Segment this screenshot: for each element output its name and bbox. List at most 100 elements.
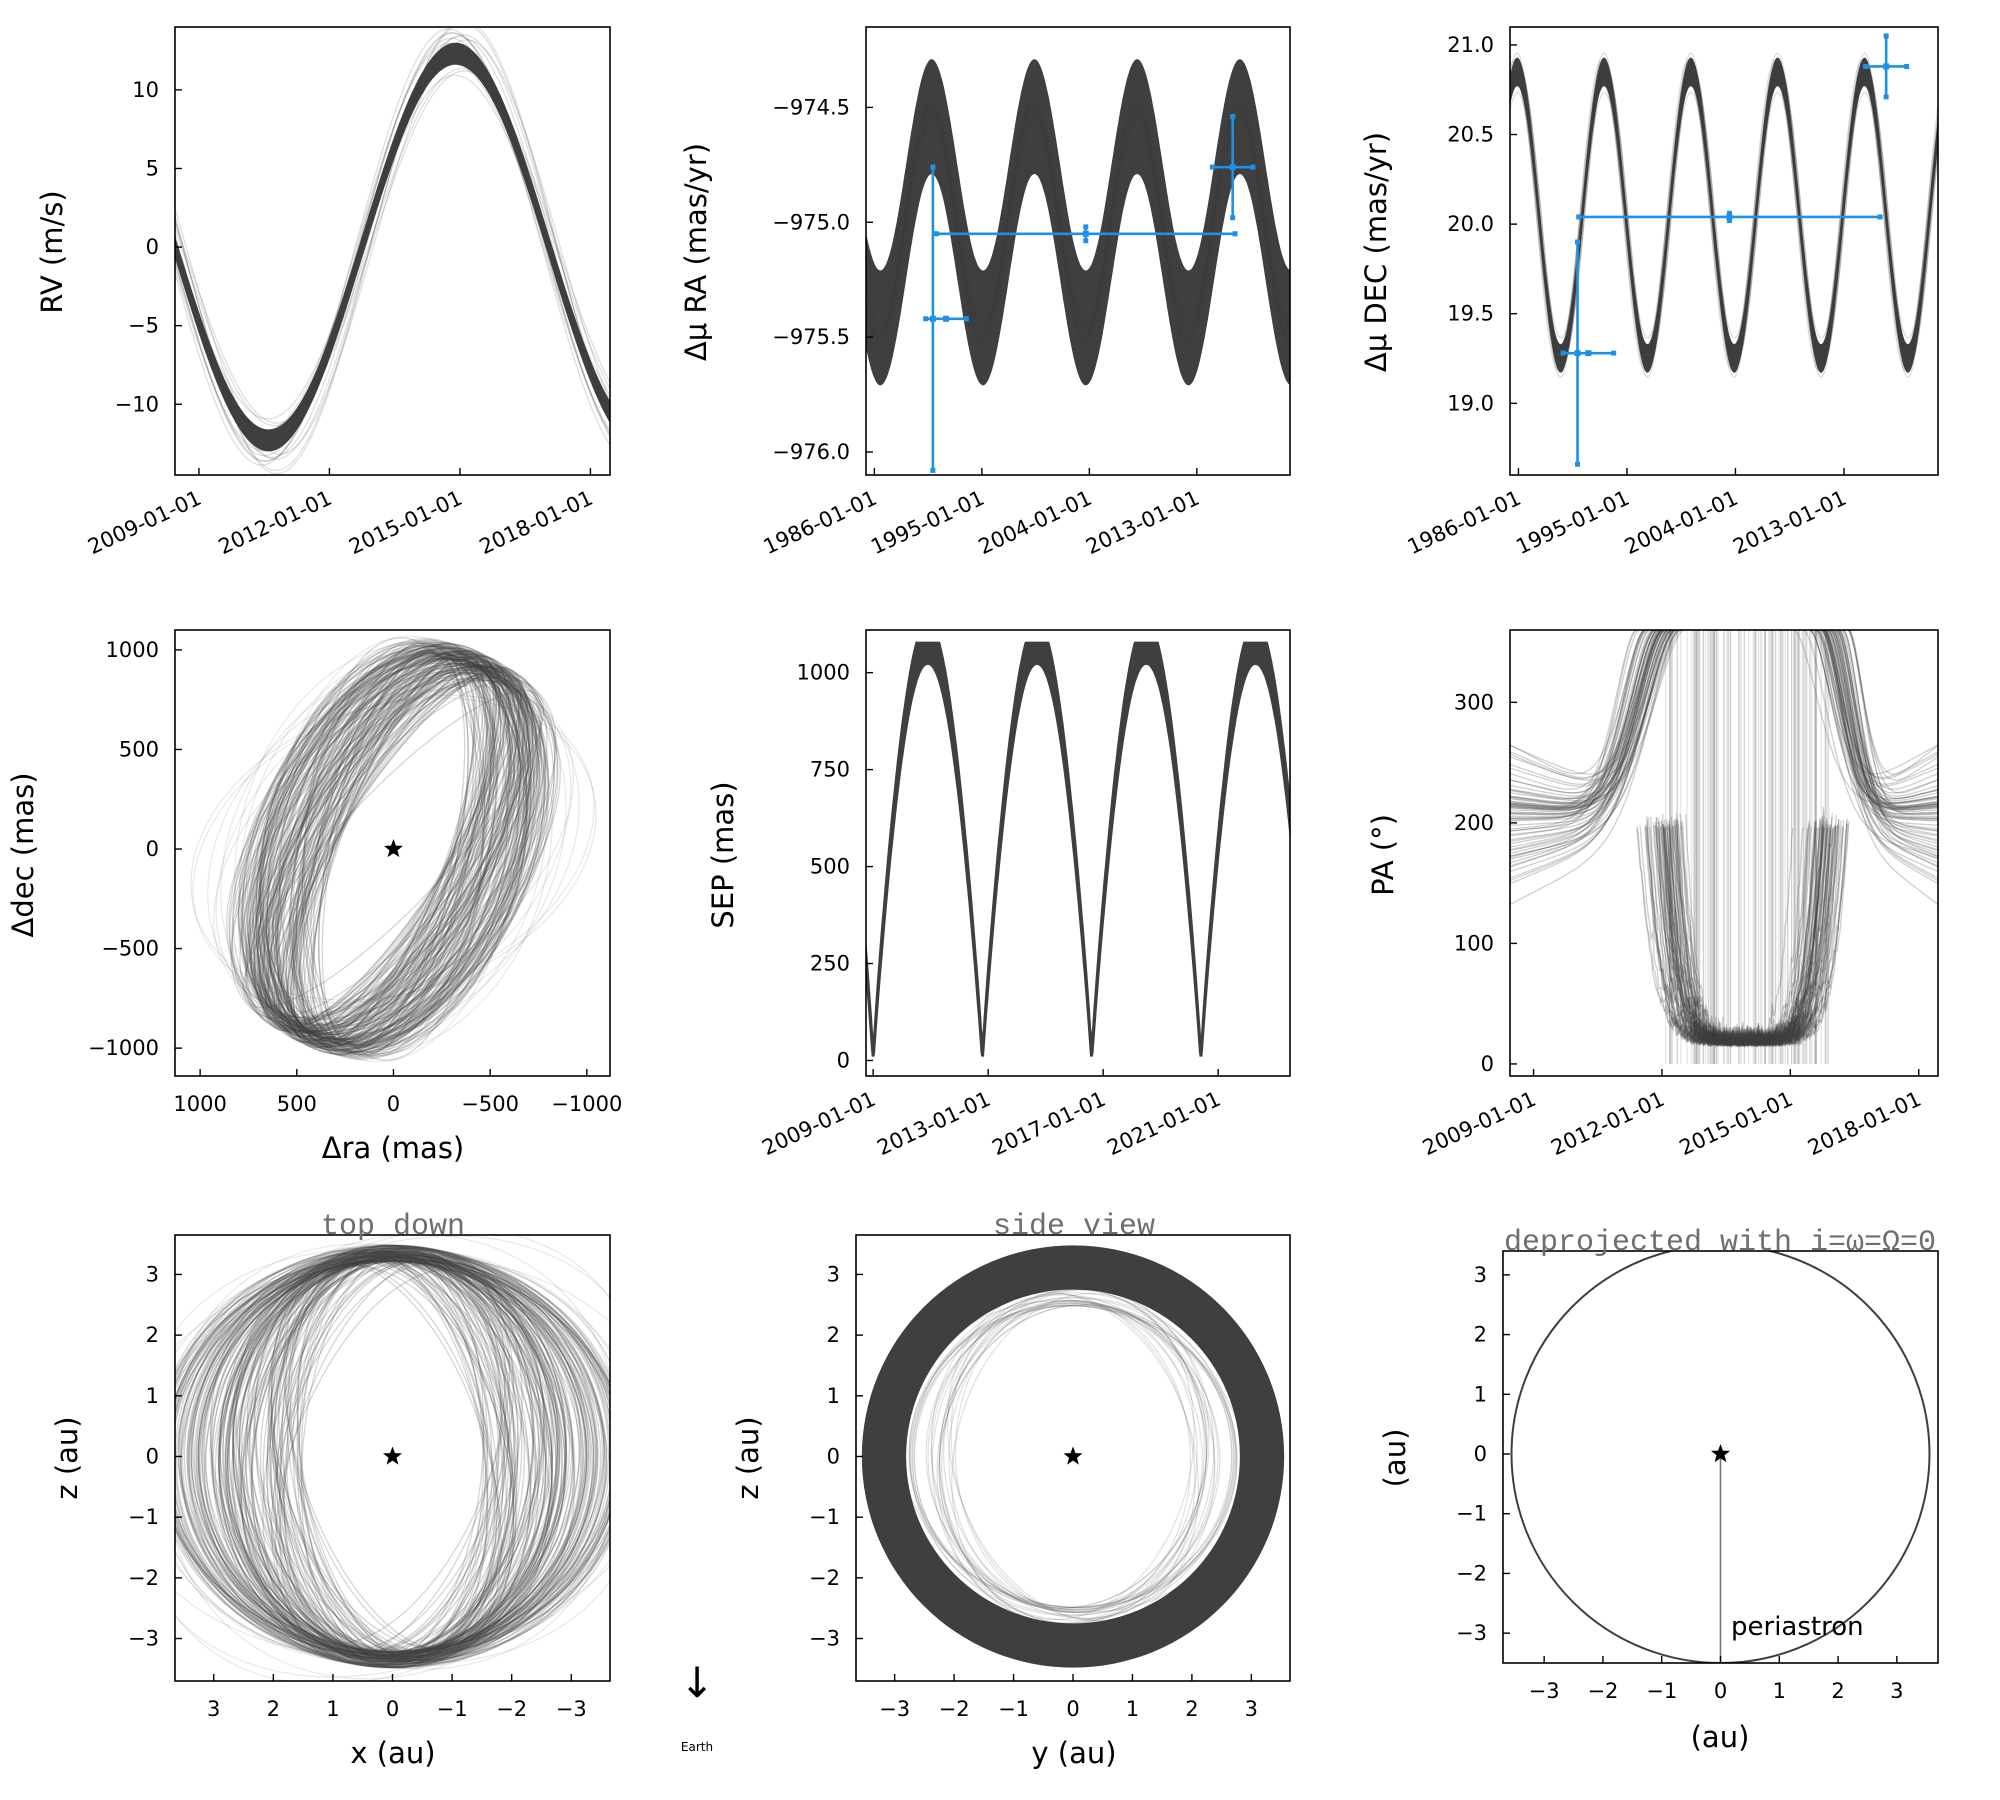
radec-orbit-draw xyxy=(249,648,538,1050)
pa-posterior-draw xyxy=(1510,630,1677,809)
radec-orbit-draw xyxy=(247,656,540,1042)
pa-posterior-draw xyxy=(1843,630,1938,857)
deprojected-ytick-label: −3 xyxy=(1456,1621,1487,1645)
radec-orbit-draw xyxy=(260,665,527,1033)
topdown-orbit-draw xyxy=(211,1253,574,1660)
pa-posterior-draw xyxy=(1674,820,1848,1048)
radec-xtick-label: −1000 xyxy=(551,1092,622,1116)
topdown-orbit-draw xyxy=(238,1261,547,1652)
pa-posterior-draw xyxy=(1836,630,1938,807)
radec-orbit-draw xyxy=(292,646,495,1052)
radec-orbit-draw xyxy=(256,677,531,1021)
pa-posterior-draw xyxy=(1829,630,1938,813)
sideview-ytick-label: 1 xyxy=(827,1384,840,1408)
radec-orbit-draw xyxy=(228,662,559,1036)
topdown-orbit-draw xyxy=(231,1258,554,1655)
topdown-orbit-draw xyxy=(250,1253,535,1660)
pa-posterior-draw xyxy=(1510,630,1676,858)
topdown-orbit-draw xyxy=(300,1247,485,1666)
pmdec-posterior-draw xyxy=(1510,78,1938,353)
pa-posterior-draw xyxy=(1510,630,1646,837)
pa-posterior-draw xyxy=(1646,826,1818,1048)
pa-posterior-draw xyxy=(1510,630,1657,810)
pmra-posterior-draw xyxy=(866,116,1290,329)
pa-posterior-draw xyxy=(1510,630,1669,818)
pa-posterior-draw xyxy=(1646,810,1825,1048)
radec-orbit-draw xyxy=(229,664,558,1034)
radec-orbit-draw xyxy=(277,640,510,1058)
pa-posterior-draw xyxy=(1832,630,1938,845)
topdown-orbit-draw xyxy=(175,1253,610,1660)
rv-posterior-draw xyxy=(175,27,610,471)
pa-posterior-draw xyxy=(1674,818,1840,1048)
pa-posterior-draw xyxy=(1680,821,1848,1048)
pa-posterior-draw xyxy=(1510,630,1663,864)
topdown-orbit-draw xyxy=(301,1248,484,1665)
pa-posterior-draw xyxy=(1510,630,1675,873)
radec-orbit-draw xyxy=(230,674,557,1024)
radec-orbit-draw xyxy=(276,658,511,1040)
pmdec-posterior-draw xyxy=(1510,59,1938,372)
topdown-ytick-label: −2 xyxy=(128,1566,159,1590)
pmra-posterior-draw xyxy=(866,115,1290,329)
topdown-orbit-draw xyxy=(201,1257,584,1656)
topdown-orbit-draw xyxy=(175,1253,610,1660)
pa-posterior-draw xyxy=(1510,630,1659,851)
radec-orbit-draw xyxy=(267,660,520,1038)
pmra-posterior-draw xyxy=(866,125,1290,319)
topdown-orbit-draw xyxy=(218,1247,567,1666)
radec-orbit-draw xyxy=(239,663,548,1035)
topdown-orbit-draw xyxy=(269,1248,516,1665)
pmdec-posterior-draw xyxy=(1510,71,1938,359)
radec-orbit-draw xyxy=(282,662,505,1036)
radec-orbit-draw xyxy=(278,646,509,1052)
pa-posterior-draw xyxy=(1510,630,1664,815)
pa-posterior-draw xyxy=(1847,630,1938,811)
topdown-orbit-draw xyxy=(278,1262,507,1651)
pa-posterior-draw xyxy=(1811,630,1938,805)
radec-orbit-draw xyxy=(285,664,502,1034)
radec-orbit-draw xyxy=(287,653,500,1045)
pa-posterior-draw xyxy=(1660,826,1836,1048)
deprojected-ytick-label: 0 xyxy=(1474,1442,1487,1466)
radec-orbit-draw xyxy=(237,662,550,1036)
sideview-orbit-draw xyxy=(948,1300,1198,1613)
pa-posterior-draw xyxy=(1836,630,1938,797)
radec-orbit-draw xyxy=(275,672,512,1026)
rv-ylabel: RV (m/s) xyxy=(35,190,69,313)
pa-posterior-draw xyxy=(1510,630,1662,780)
topdown-orbit-draw xyxy=(193,1256,592,1657)
pa-posterior-draw xyxy=(1665,825,1843,1048)
radec-orbit-draw xyxy=(275,657,512,1041)
earth-label: Earth xyxy=(681,1740,713,1754)
pa-posterior-draw xyxy=(1510,630,1651,810)
radec-orbit-draw xyxy=(312,653,475,1045)
pa-posterior-draw xyxy=(1510,630,1670,885)
radec-orbit-draw xyxy=(207,671,580,1027)
pa-posterior-draw xyxy=(1823,630,1938,804)
topdown-orbit-draw xyxy=(243,1247,542,1666)
sideview-orbit-draw xyxy=(909,1302,1237,1611)
topdown-orbit-draw xyxy=(219,1255,566,1658)
pmra-frame xyxy=(865,26,1291,476)
radec-ytick-label: 500 xyxy=(119,737,159,761)
topdown-ylabel: z (au) xyxy=(50,1416,84,1499)
deprojected-xtick-label: −1 xyxy=(1646,1679,1677,1703)
pa-posterior-draw xyxy=(1510,630,1656,813)
radec-orbit-draw xyxy=(303,637,484,1061)
topdown-orbit-draw xyxy=(226,1255,559,1658)
radec-orbit-draw xyxy=(262,652,525,1046)
radec-ytick-label: 0 xyxy=(146,837,159,861)
topdown-orbit-draw xyxy=(266,1246,519,1667)
pa-posterior-draw xyxy=(1510,630,1674,797)
topdown-orbit-draw xyxy=(235,1257,550,1656)
sideview-orbit-draw xyxy=(936,1289,1210,1624)
pa-posterior-draw xyxy=(1830,630,1938,800)
radec-orbit-draw xyxy=(253,676,534,1022)
pa-posterior-draw xyxy=(1656,826,1804,1049)
pa-posterior-draw xyxy=(1636,816,1833,1047)
pmra-data-point xyxy=(929,164,936,473)
pa-posterior-draw xyxy=(1510,630,1672,882)
sideview-orbit-draw xyxy=(938,1304,1208,1609)
pa-posterior-draw xyxy=(1659,826,1845,1048)
